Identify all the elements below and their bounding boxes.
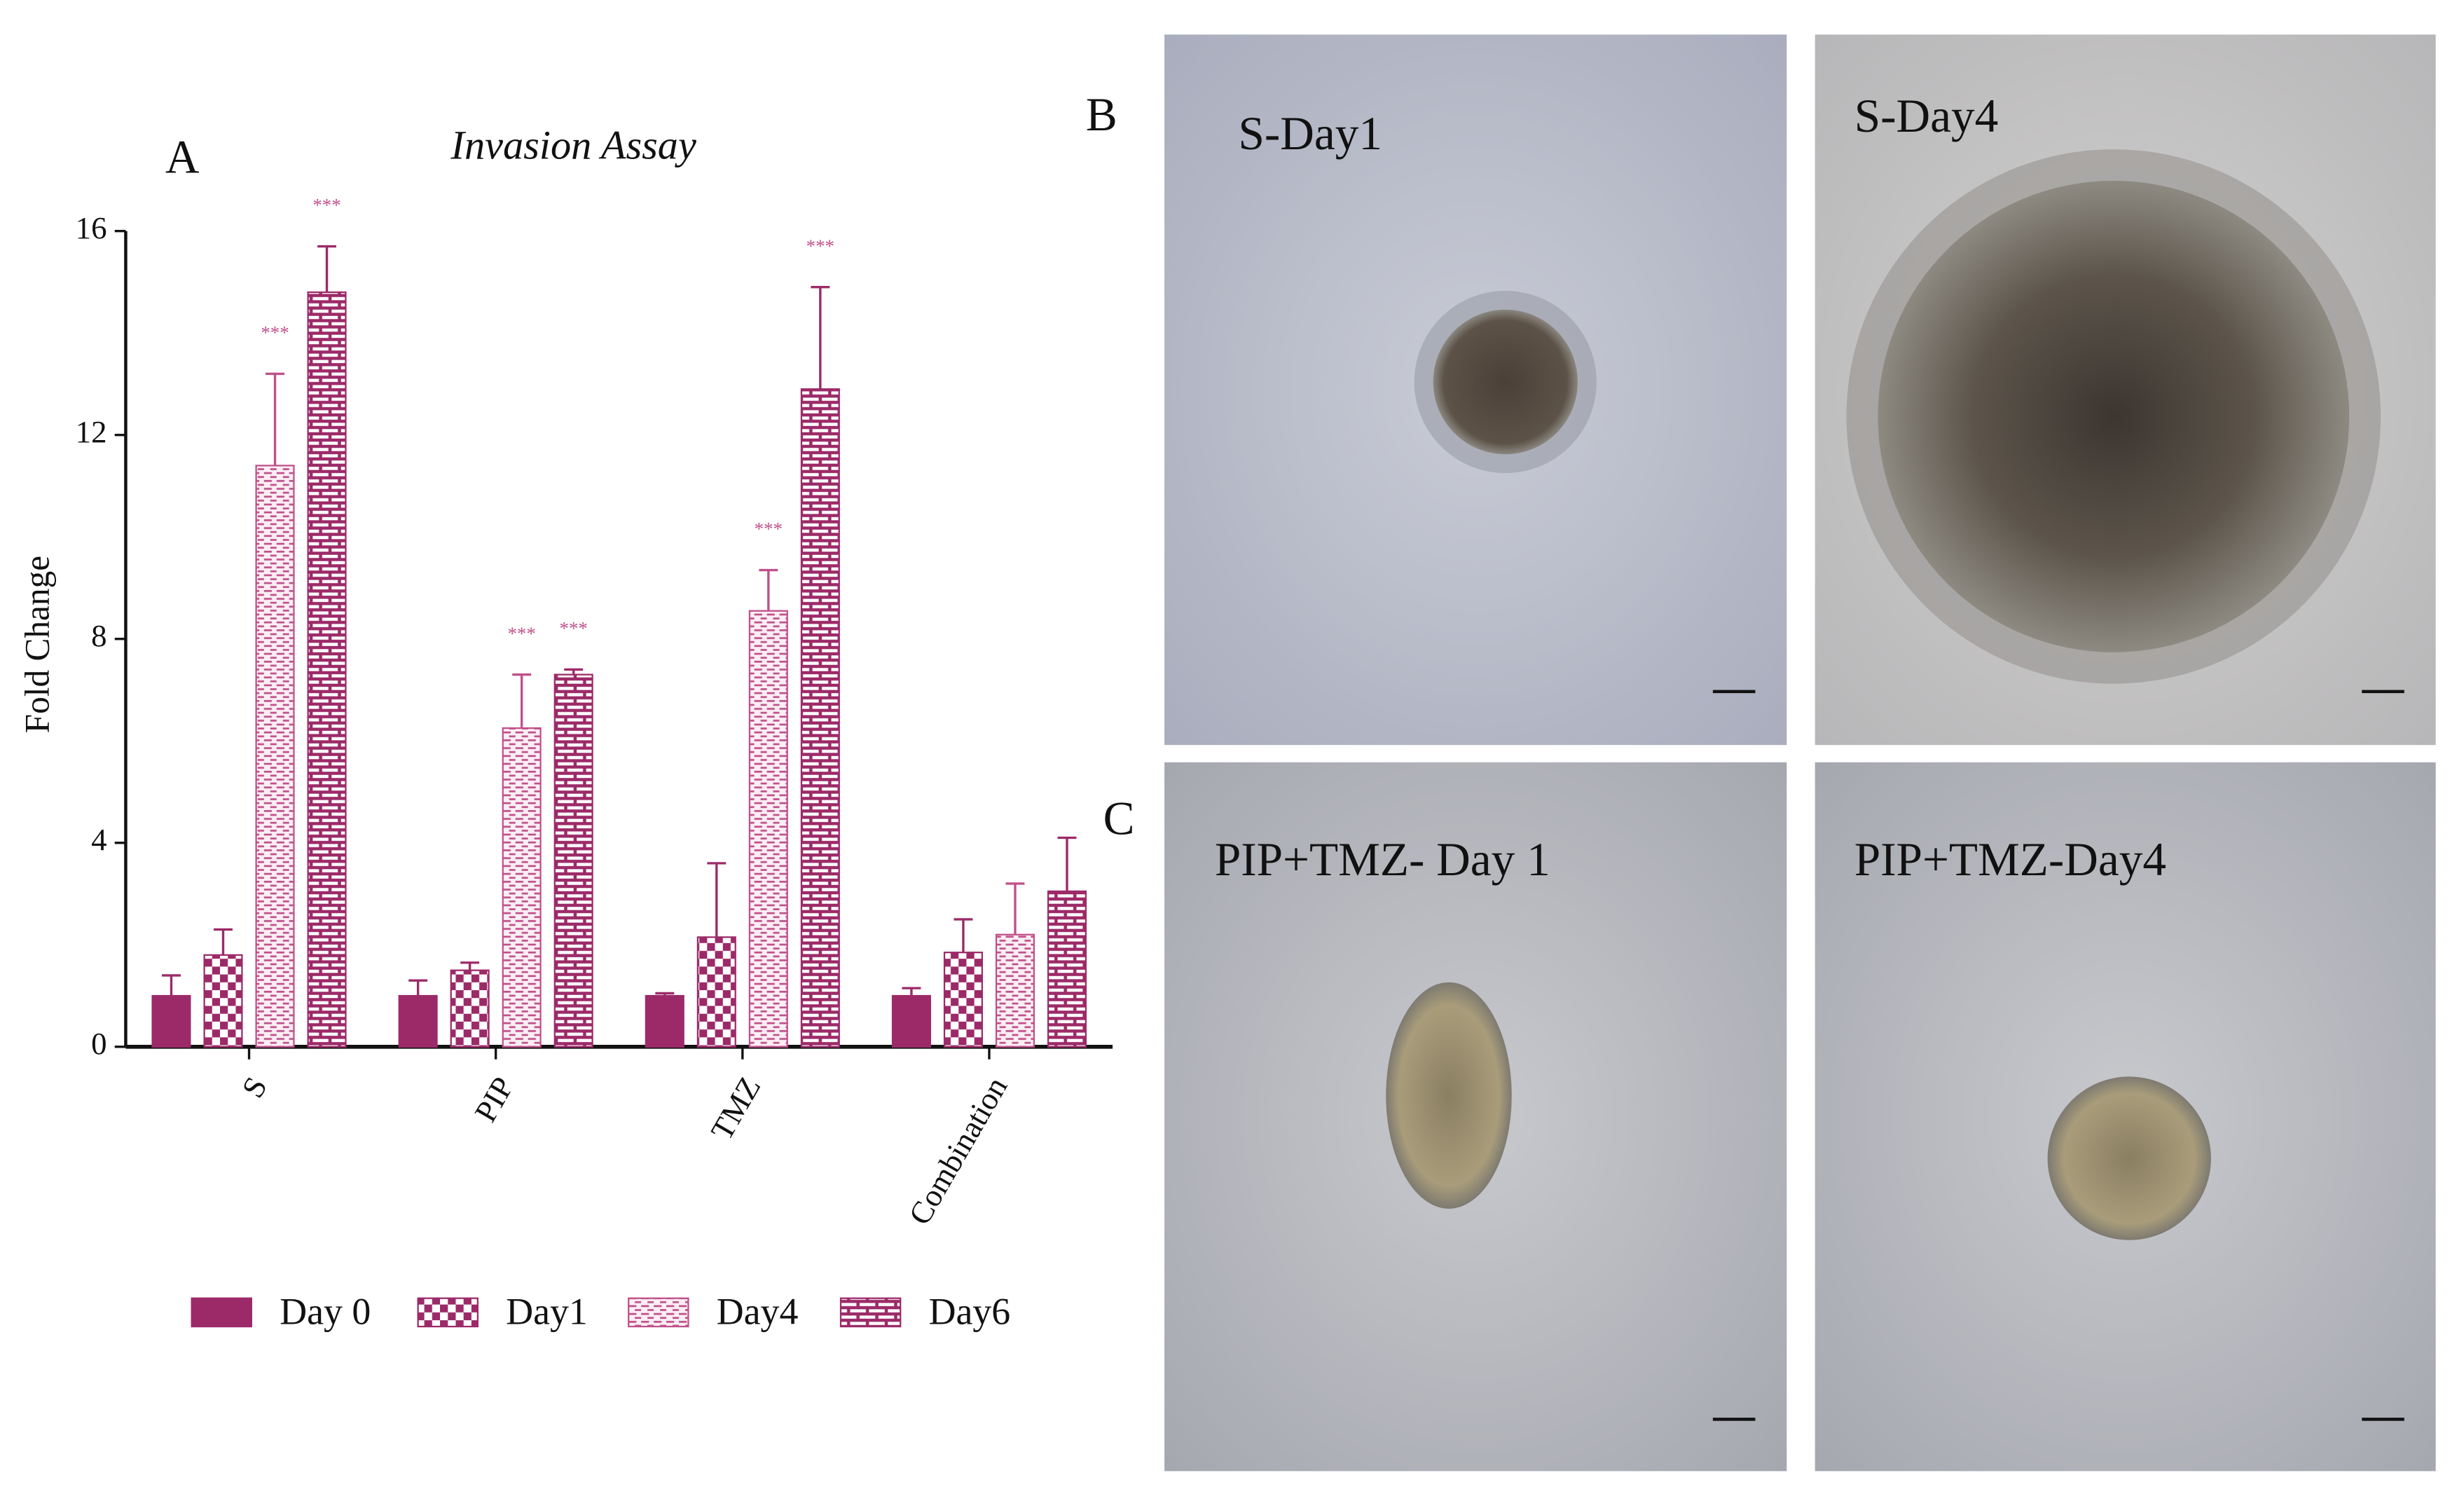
bar: [748, 610, 788, 1048]
significance-label: ***: [806, 235, 834, 256]
bar: [995, 933, 1035, 1048]
panel-label: B: [1086, 88, 1117, 141]
significance-label: ***: [312, 195, 340, 216]
bar: [502, 727, 542, 1048]
significance-label: ***: [261, 322, 289, 343]
legend-swatch: [839, 1297, 902, 1328]
bar: [891, 994, 931, 1048]
chart-title: Invasion Assay: [450, 122, 696, 167]
micrograph: [1164, 762, 1787, 1472]
x-tick-label: PIP: [467, 1071, 521, 1128]
x-tick-label: S: [235, 1071, 274, 1104]
significance-label: ***: [507, 623, 535, 644]
legend-swatch: [628, 1297, 689, 1328]
bar: [696, 936, 736, 1048]
legend-label: Day6: [929, 1291, 1011, 1333]
bar: [307, 291, 347, 1048]
image-caption: S-Day4: [1854, 90, 1999, 142]
legend-swatch: [191, 1297, 252, 1328]
bar: [398, 994, 438, 1048]
significance-label: ***: [755, 519, 783, 540]
legend-label: Day 0: [280, 1291, 371, 1333]
bar: [151, 994, 191, 1048]
y-axis-label: Fold Change: [18, 556, 57, 733]
y-tick-label: 16: [76, 210, 107, 245]
y-tick-label: 12: [76, 414, 107, 449]
legend-swatch: [417, 1297, 479, 1328]
y-tick-label: 8: [91, 618, 106, 653]
bar: [1047, 890, 1087, 1048]
panel-label: C: [1103, 793, 1135, 845]
bar: [255, 465, 295, 1048]
image-caption: PIP+TMZ- Day 1: [1215, 833, 1550, 886]
x-tick-label: Combination: [902, 1071, 1014, 1231]
x-tick-label: TMZ: [704, 1071, 768, 1146]
image-caption: S-Day1: [1238, 107, 1382, 160]
bar: [943, 952, 983, 1048]
significance-label: ***: [560, 618, 588, 639]
y-tick-label: 4: [91, 822, 106, 857]
panel-label: A: [165, 130, 200, 183]
y-tick-label: 0: [91, 1026, 106, 1061]
bar: [800, 388, 840, 1048]
legend-label: Day1: [506, 1291, 588, 1333]
bar: [553, 673, 593, 1048]
bar: [645, 994, 684, 1048]
image-caption: PIP+TMZ-Day4: [1854, 833, 2166, 886]
bar: [450, 969, 490, 1048]
bar: [203, 954, 243, 1048]
micrograph: [1815, 34, 2436, 746]
legend-label: Day4: [717, 1291, 799, 1333]
micrograph: [1164, 34, 1787, 746]
micrograph: [1815, 762, 2436, 1472]
